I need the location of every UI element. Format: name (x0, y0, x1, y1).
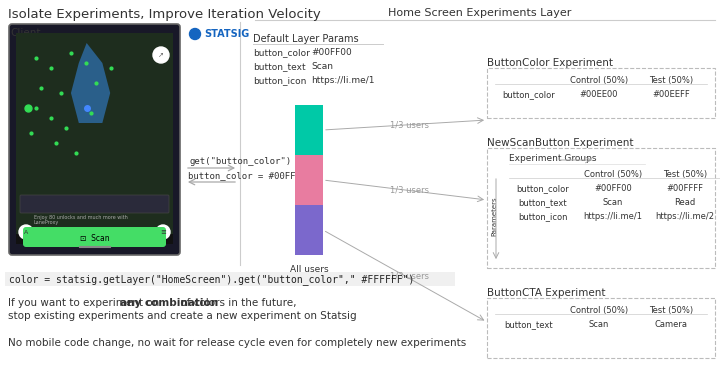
Text: Scan: Scan (589, 320, 609, 329)
Text: Camera: Camera (654, 320, 688, 329)
Text: stop existing experiments and create a new experiment on Statsig: stop existing experiments and create a n… (8, 311, 356, 321)
Text: button_text: button_text (253, 62, 305, 71)
Text: Experiment Groups: Experiment Groups (509, 154, 596, 163)
Text: Control (50%): Control (50%) (570, 306, 628, 315)
Text: https://li.me/1: https://li.me/1 (583, 212, 642, 221)
Text: 1/3 users: 1/3 users (390, 120, 430, 129)
Text: https://li.me/1: https://li.me/1 (311, 76, 374, 85)
Text: any combination: any combination (120, 298, 217, 308)
Text: NewScanButton Experiment: NewScanButton Experiment (487, 138, 634, 148)
Text: #00FFFF: #00FFFF (667, 184, 703, 193)
Text: button_icon: button_icon (253, 76, 307, 85)
FancyBboxPatch shape (487, 298, 715, 358)
Text: ⊡  Scan: ⊡ Scan (80, 233, 109, 242)
Text: #00EEFF: #00EEFF (652, 90, 690, 99)
Text: #00FF00: #00FF00 (311, 48, 352, 57)
Bar (295, 205, 323, 255)
Text: ButtonColor Experiment: ButtonColor Experiment (487, 58, 613, 68)
Text: Client: Client (10, 28, 40, 38)
Circle shape (19, 225, 33, 239)
Text: All users: All users (289, 265, 328, 274)
Bar (295, 155, 323, 205)
FancyBboxPatch shape (487, 148, 715, 268)
Text: ≡: ≡ (160, 229, 166, 235)
Text: No mobile code change, no wait for release cycle even for completely new experim: No mobile code change, no wait for relea… (8, 338, 467, 348)
Text: 1/3 users: 1/3 users (390, 186, 430, 194)
Text: button_color: button_color (517, 184, 570, 193)
Circle shape (156, 225, 170, 239)
FancyBboxPatch shape (9, 24, 180, 255)
Text: Test (50%): Test (50%) (649, 76, 693, 85)
Bar (16, 33, 173, 244)
Text: Default Layer Params: Default Layer Params (253, 34, 359, 44)
FancyBboxPatch shape (23, 227, 166, 247)
Text: Isolate Experiments, Improve Iteration Velocity: Isolate Experiments, Improve Iteration V… (8, 8, 320, 21)
Text: of colors in the future,: of colors in the future, (177, 298, 297, 308)
Text: Control (50%): Control (50%) (584, 170, 642, 179)
Text: Read: Read (675, 198, 696, 207)
Text: button_color: button_color (253, 48, 310, 57)
Text: https://li.me/2: https://li.me/2 (655, 212, 714, 221)
Text: color = statsig.getLayer("HomeScreen").get("button_color"," #FFFFFF"): color = statsig.getLayer("HomeScreen").g… (9, 274, 415, 285)
Text: button_text: button_text (505, 320, 553, 329)
Text: Enjoy 80 unlocks and much more with
LaneProxy: Enjoy 80 unlocks and much more with Lane… (34, 215, 127, 226)
Polygon shape (71, 43, 110, 123)
Text: Test (50%): Test (50%) (663, 170, 707, 179)
Text: button_icon: button_icon (518, 212, 568, 221)
Text: 1/3 users: 1/3 users (390, 272, 430, 280)
Text: ↗: ↗ (158, 52, 164, 58)
Text: Parameters: Parameters (491, 196, 497, 236)
Text: button_color: button_color (503, 90, 555, 99)
FancyBboxPatch shape (20, 195, 169, 213)
Bar (16, 234, 173, 244)
Text: #00EE00: #00EE00 (580, 90, 618, 99)
Circle shape (189, 28, 200, 40)
Text: #00FF00: #00FF00 (594, 184, 632, 193)
Text: If you want to experiment on: If you want to experiment on (8, 298, 163, 308)
Text: ButtonCTA Experiment: ButtonCTA Experiment (487, 288, 606, 298)
Text: STATSIG: STATSIG (204, 29, 249, 39)
Text: Scan: Scan (603, 198, 624, 207)
Text: Home Screen Experiments Layer: Home Screen Experiments Layer (388, 8, 572, 18)
Text: button_color = #00FF00: button_color = #00FF00 (188, 171, 306, 180)
Bar (5, 272, 455, 286)
Text: A: A (24, 230, 28, 234)
Bar (295, 105, 323, 155)
Circle shape (153, 47, 169, 63)
Text: Scan: Scan (311, 62, 333, 71)
Text: Test (50%): Test (50%) (649, 306, 693, 315)
Text: get("button_color"): get("button_color") (190, 157, 292, 166)
FancyBboxPatch shape (487, 68, 715, 118)
Text: button_text: button_text (518, 198, 567, 207)
Text: Control (50%): Control (50%) (570, 76, 628, 85)
